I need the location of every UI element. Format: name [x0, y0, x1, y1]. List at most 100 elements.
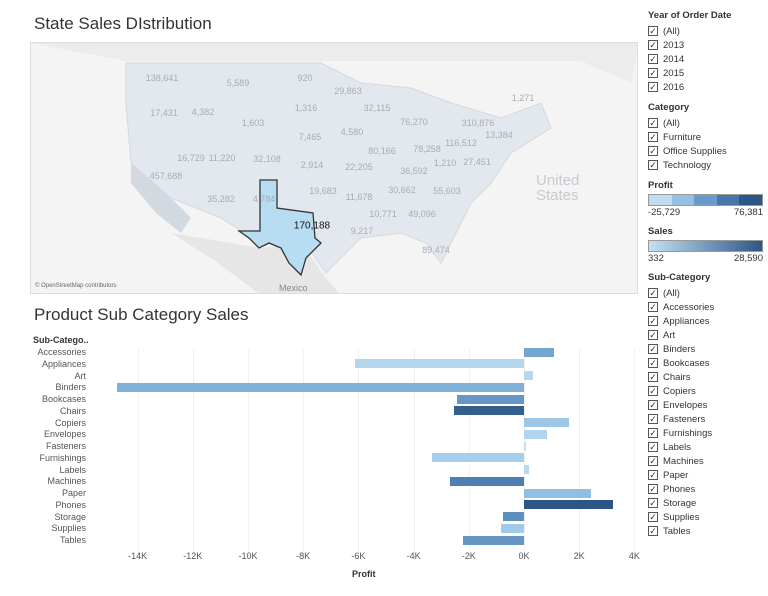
- checkbox-checked-icon[interactable]: ✓: [648, 344, 658, 354]
- checkbox-checked-icon[interactable]: ✓: [648, 372, 658, 382]
- subcategory-option[interactable]: ✓ Envelopes: [648, 398, 763, 412]
- state-sales-label[interactable]: 1,210: [433, 158, 457, 168]
- subcategory-option[interactable]: ✓ Supplies: [648, 510, 763, 524]
- state-sales-label[interactable]: 13,384: [485, 130, 513, 140]
- checkbox-checked-icon[interactable]: ✓: [648, 484, 658, 494]
- bar-fasteners[interactable]: [524, 441, 526, 451]
- state-sales-label[interactable]: 80,166: [368, 146, 396, 156]
- bar-envelopes[interactable]: [524, 429, 548, 439]
- checkbox-checked-icon[interactable]: ✓: [648, 470, 658, 480]
- subcategory-option[interactable]: ✓ Machines: [648, 454, 763, 468]
- bar-machines[interactable]: [450, 476, 524, 486]
- year-option[interactable]: ✓ 2015: [648, 66, 763, 80]
- checkbox-checked-icon[interactable]: ✓: [648, 302, 658, 312]
- state-sales-label[interactable]: 30,662: [388, 185, 416, 195]
- bar-art[interactable]: [524, 371, 533, 380]
- checkbox-checked-icon[interactable]: ✓: [648, 456, 658, 466]
- state-sales-label[interactable]: 10,771: [369, 209, 397, 219]
- checkbox-checked-icon[interactable]: ✓: [648, 68, 658, 78]
- state-sales-label[interactable]: 457,688: [149, 171, 183, 181]
- bar-paper[interactable]: [524, 488, 591, 498]
- checkbox-checked-icon[interactable]: ✓: [648, 54, 658, 64]
- bar-bookcases[interactable]: [457, 394, 524, 404]
- state-sales-label[interactable]: 7,465: [298, 132, 322, 142]
- state-sales-label[interactable]: 310,876: [461, 118, 495, 128]
- subcategory-option[interactable]: ✓ (All): [648, 286, 763, 300]
- bar-storage[interactable]: [502, 512, 524, 521]
- subcategory-option[interactable]: ✓ Labels: [648, 440, 763, 454]
- checkbox-checked-icon[interactable]: ✓: [648, 414, 658, 424]
- checkbox-checked-icon[interactable]: ✓: [648, 82, 658, 92]
- bar-copiers[interactable]: [524, 418, 569, 427]
- state-sales-label[interactable]: 11,678: [345, 192, 373, 202]
- checkbox-checked-icon[interactable]: ✓: [648, 428, 658, 438]
- bar-accessories[interactable]: [524, 347, 555, 357]
- subcategory-option[interactable]: ✓ Fasteners: [648, 412, 763, 426]
- checkbox-checked-icon[interactable]: ✓: [648, 526, 658, 536]
- state-sales-label[interactable]: 29,863: [334, 86, 362, 96]
- state-sales-label[interactable]: 1,316: [294, 103, 318, 113]
- state-sales-label[interactable]: 4,580: [340, 127, 364, 137]
- state-sales-label[interactable]: 55,603: [433, 186, 461, 196]
- state-sales-label[interactable]: 1,271: [511, 93, 535, 103]
- subcategory-option[interactable]: ✓ Phones: [648, 482, 763, 496]
- state-sales-label[interactable]: 17,431: [150, 108, 178, 118]
- checkbox-checked-icon[interactable]: ✓: [648, 330, 658, 340]
- category-option[interactable]: ✓ Furniture: [648, 130, 763, 144]
- state-sales-label[interactable]: 9,217: [350, 226, 374, 236]
- state-sales-label[interactable]: 35,282: [207, 194, 235, 204]
- checkbox-checked-icon[interactable]: ✓: [648, 118, 658, 128]
- state-sales-label[interactable]: 1,603: [241, 118, 265, 128]
- bar-tables[interactable]: [462, 535, 524, 545]
- subcategory-option[interactable]: ✓ Accessories: [648, 300, 763, 314]
- checkbox-checked-icon[interactable]: ✓: [648, 146, 658, 156]
- subcategory-option[interactable]: ✓ Furnishings: [648, 426, 763, 440]
- category-option[interactable]: ✓ (All): [648, 116, 763, 130]
- state-sales-label[interactable]: 36,592: [400, 166, 428, 176]
- state-sales-label[interactable]: 49,096: [408, 209, 436, 219]
- state-sales-label[interactable]: 116,512: [445, 138, 477, 148]
- subcategory-option[interactable]: ✓ Tables: [648, 524, 763, 538]
- state-sales-label[interactable]: 89,474: [422, 245, 450, 255]
- state-sales-label[interactable]: 78,258: [413, 144, 441, 154]
- checkbox-checked-icon[interactable]: ✓: [648, 288, 658, 298]
- bar-labels[interactable]: [524, 465, 529, 474]
- subcategory-option[interactable]: ✓ Copiers: [648, 384, 763, 398]
- year-option[interactable]: ✓ (All): [648, 24, 763, 38]
- checkbox-checked-icon[interactable]: ✓: [648, 26, 658, 36]
- checkbox-checked-icon[interactable]: ✓: [648, 358, 658, 368]
- bar-supplies[interactable]: [500, 523, 524, 533]
- bar-chairs[interactable]: [453, 406, 524, 416]
- state-sales-label[interactable]: 4,784: [252, 194, 276, 204]
- checkbox-checked-icon[interactable]: ✓: [648, 442, 658, 452]
- subcategory-option[interactable]: ✓ Paper: [648, 468, 763, 482]
- bar-phones[interactable]: [524, 500, 613, 510]
- category-option[interactable]: ✓ Office Supplies: [648, 144, 763, 158]
- state-sales-label[interactable]: 27,451: [463, 157, 491, 167]
- state-sales-label[interactable]: 76,270: [400, 117, 428, 127]
- state-sales-label[interactable]: 11,220: [208, 153, 236, 163]
- state-sales-label[interactable]: 2,914: [300, 160, 324, 170]
- state-sales-label[interactable]: 5,589: [226, 78, 250, 88]
- state-sales-label[interactable]: 16,729: [177, 153, 205, 163]
- state-sales-label[interactable]: 4,382: [191, 107, 215, 117]
- state-sales-label[interactable]: 32,108: [253, 154, 281, 164]
- year-option[interactable]: ✓ 2016: [648, 80, 763, 94]
- subcategory-option[interactable]: ✓ Bookcases: [648, 356, 763, 370]
- checkbox-checked-icon[interactable]: ✓: [648, 40, 658, 50]
- year-option[interactable]: ✓ 2014: [648, 52, 763, 66]
- checkbox-checked-icon[interactable]: ✓: [648, 400, 658, 410]
- state-sales-label[interactable]: 138,641: [145, 73, 179, 83]
- subcategory-option[interactable]: ✓ Art: [648, 328, 763, 342]
- year-option[interactable]: ✓ 2013: [648, 38, 763, 52]
- checkbox-checked-icon[interactable]: ✓: [648, 160, 658, 170]
- bar-furnishings[interactable]: [432, 453, 524, 463]
- state-sales-label[interactable]: 32,115: [363, 103, 391, 113]
- checkbox-checked-icon[interactable]: ✓: [648, 512, 658, 522]
- checkbox-checked-icon[interactable]: ✓: [648, 132, 658, 142]
- state-sales-label[interactable]: 920: [297, 73, 313, 83]
- subcategory-option[interactable]: ✓ Chairs: [648, 370, 763, 384]
- checkbox-checked-icon[interactable]: ✓: [648, 316, 658, 326]
- bar-binders[interactable]: [117, 382, 524, 392]
- checkbox-checked-icon[interactable]: ✓: [648, 498, 658, 508]
